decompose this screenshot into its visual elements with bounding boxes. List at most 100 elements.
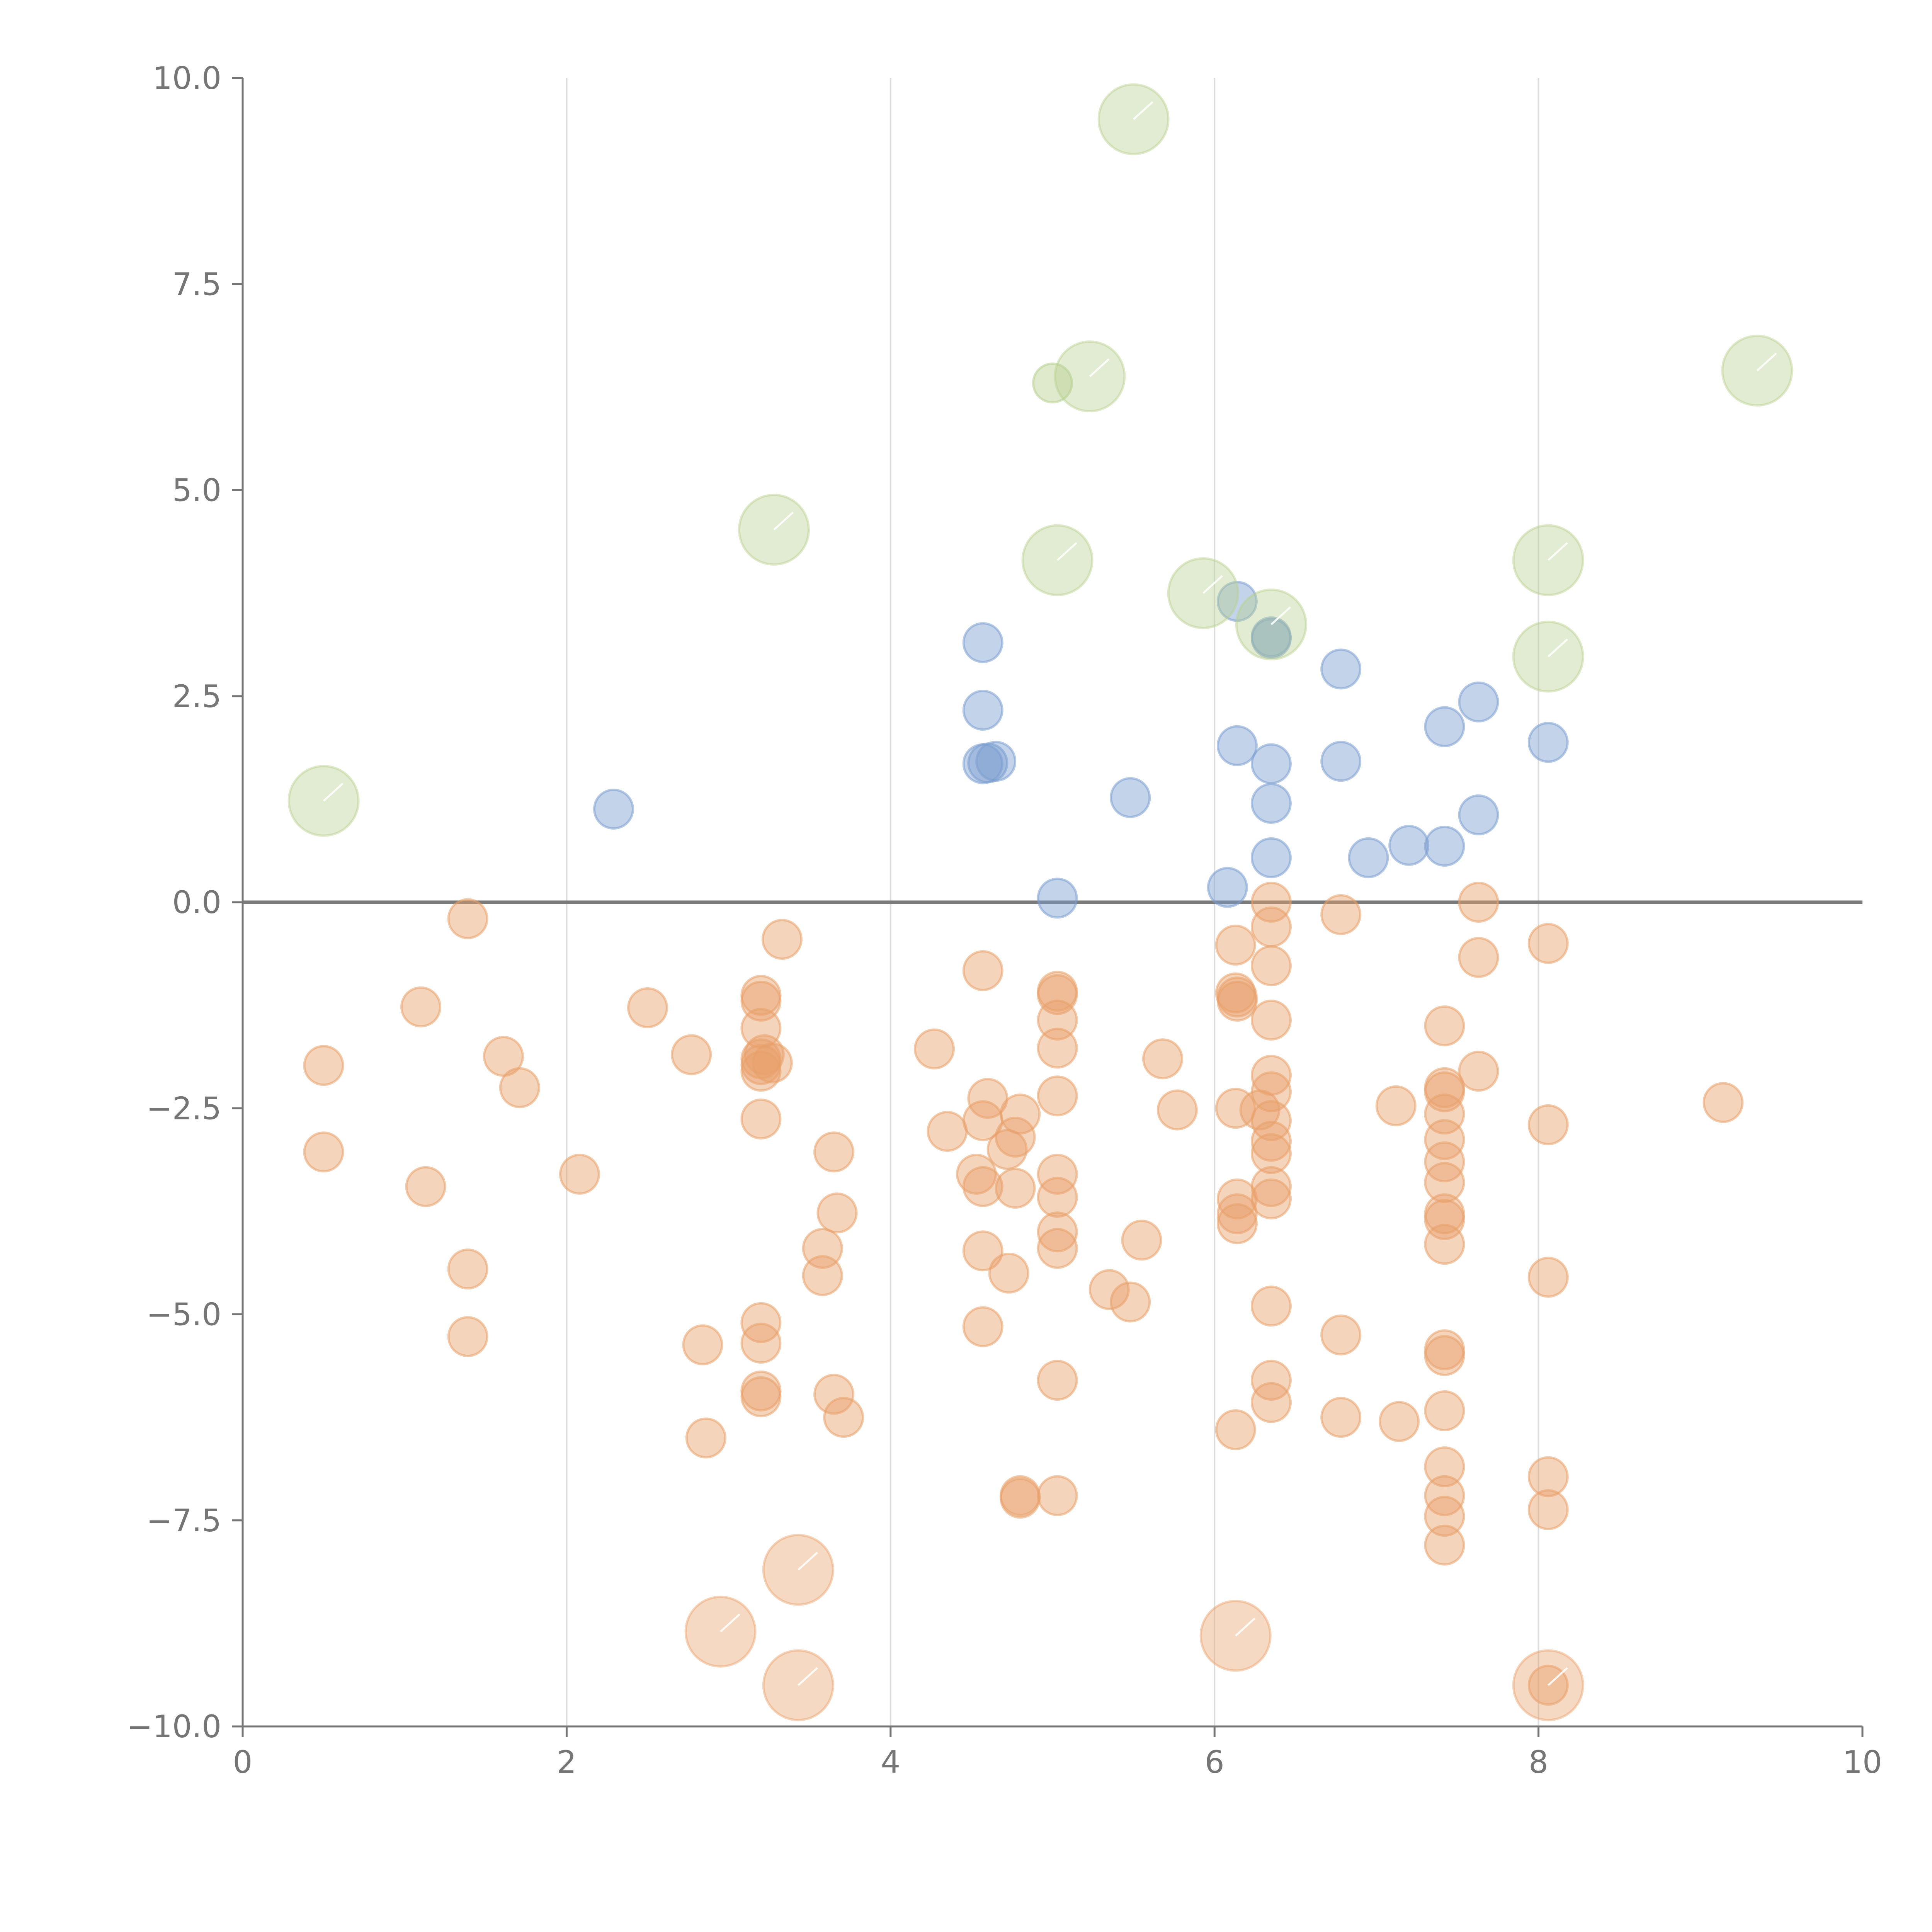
y-axis-ticks: 10.0 7.5 5.0 2.5 0.0 −2.5 −5.0 −7.5 −10.0 <box>127 60 243 1745</box>
point-highlight-large-positive-1 <box>1089 358 1110 377</box>
series-small-positive <box>1032 362 1073 404</box>
point-positive-9 <box>1216 581 1258 622</box>
point-highlight-large-positive-4 <box>1056 542 1077 561</box>
point-positive-0 <box>593 788 634 830</box>
y-tick-label-4: 0.0 <box>172 884 221 920</box>
point-highlight-large-positive-0 <box>1133 101 1153 120</box>
point-positive-16 <box>1320 648 1362 690</box>
point-negative-36 <box>956 1153 997 1195</box>
point-negative-69 <box>1216 980 1258 1022</box>
point-negative-99 <box>1424 1119 1465 1160</box>
point-negative-33 <box>823 1397 864 1438</box>
point-highlight-large-positive-2 <box>1756 352 1777 372</box>
point-highlight-large-negative-0 <box>798 1551 818 1571</box>
point-negative-21 <box>752 1042 793 1083</box>
point-negative-60 <box>1037 1475 1078 1516</box>
point-positive-10 <box>1216 725 1258 766</box>
point-negative-90 <box>1320 894 1362 935</box>
point-negative-77 <box>1250 906 1292 947</box>
x-tick-label-2: 4 <box>881 1744 900 1780</box>
point-negative-10 <box>627 987 668 1029</box>
point-negative-38 <box>962 1166 1003 1207</box>
series-large-positive <box>287 83 1793 837</box>
point-negative-74 <box>1215 1409 1256 1451</box>
x-axis-ticks: 0 2 4 6 8 10 <box>233 1726 1882 1780</box>
point-negative-85 <box>1250 1166 1292 1207</box>
y-tick-label-1: 7.5 <box>172 266 221 302</box>
point-negative-31 <box>816 1192 858 1234</box>
series-negative <box>303 882 1744 1706</box>
y-tick-label-6: −5.0 <box>146 1297 221 1333</box>
point-negative-62 <box>1110 1281 1151 1323</box>
point-negative-47 <box>995 1168 1036 1209</box>
point-negative-20 <box>743 1034 785 1075</box>
point-negative-76 <box>1250 882 1292 923</box>
point-negative-111 <box>1424 1524 1465 1566</box>
point-negative-43 <box>986 1129 1028 1170</box>
x-tick-label-5: 10 <box>1843 1744 1882 1780</box>
point-negative-108 <box>1424 1446 1465 1488</box>
point-negative-73 <box>1216 1203 1258 1244</box>
point-highlight-large-positive-6 <box>1270 606 1291 626</box>
point-highlight-large-positive-5 <box>1202 575 1223 594</box>
point-negative-57 <box>1037 1211 1078 1253</box>
point-negative-37 <box>962 950 1003 992</box>
point-highlight-large-positive-3 <box>773 512 794 531</box>
y-tick-label-7: −7.5 <box>146 1503 221 1539</box>
point-negative-32 <box>813 1374 855 1415</box>
data-points <box>287 83 1793 1721</box>
point-negative-27 <box>761 918 803 960</box>
x-tick-label-1: 2 <box>557 1744 577 1780</box>
point-negative-22 <box>740 1098 782 1139</box>
point-negative-9 <box>559 1153 600 1195</box>
point-negative-93 <box>1375 1085 1417 1126</box>
point-negative-116 <box>1527 1104 1569 1145</box>
x-tick-label-0: 0 <box>233 1744 253 1780</box>
point-positive-19 <box>1388 825 1430 866</box>
point-positive-20 <box>1424 706 1465 747</box>
point-negative-46 <box>988 1252 1029 1294</box>
point-negative-119 <box>1527 1489 1569 1531</box>
point-highlight-large-negative-3 <box>1235 1617 1255 1637</box>
point-negative-24 <box>740 1323 782 1364</box>
point-positive-5 <box>975 741 1017 782</box>
point-negative-103 <box>1424 1199 1465 1240</box>
point-negative-55 <box>1037 1153 1078 1195</box>
point-positive-21 <box>1424 825 1465 867</box>
y-tick-label-2: 5.0 <box>172 473 221 509</box>
point-highlight-large-positive-9 <box>323 782 344 802</box>
point-negative-65 <box>1156 1089 1198 1131</box>
point-negative-115 <box>1527 923 1569 964</box>
point-negative-54 <box>1037 1075 1078 1117</box>
point-positive-7 <box>1110 777 1151 818</box>
point-negative-72 <box>1216 1193 1258 1235</box>
point-negative-88 <box>1250 1360 1292 1401</box>
point-highlight-large-positive-7 <box>1548 542 1568 561</box>
point-negative-121 <box>1702 1082 1744 1123</box>
point-negative-29 <box>802 1255 843 1296</box>
y-tick-label-8: −10.0 <box>127 1709 221 1745</box>
point-small-positive-0 <box>1032 362 1073 404</box>
point-negative-35 <box>927 1111 968 1152</box>
point-highlight-large-negative-1 <box>719 1613 740 1633</box>
point-negative-12 <box>682 1324 723 1366</box>
point-negative-83 <box>1250 1121 1292 1162</box>
point-negative-82 <box>1250 1100 1292 1141</box>
point-highlight-large-negative-4 <box>1548 1667 1568 1686</box>
axes: 0 2 4 6 8 10 10.0 7.5 5.0 2.5 0.0 −2.5 −5.0 −7.5 −10.… <box>127 60 1882 1780</box>
point-negative-13 <box>685 1417 726 1459</box>
point-negative-40 <box>962 1306 1003 1347</box>
point-negative-39 <box>962 1230 1003 1272</box>
point-negative-118 <box>1527 1456 1569 1497</box>
point-large-positive-2 <box>1721 335 1793 407</box>
point-negative-8 <box>499 1067 540 1108</box>
y-tick-label-0: 10.0 <box>153 60 221 96</box>
point-negative-5 <box>447 1248 488 1290</box>
point-positive-6 <box>1037 878 1078 919</box>
point-negative-114 <box>1458 1051 1499 1092</box>
point-negative-26 <box>740 1376 782 1417</box>
series-large-negative <box>684 1534 1584 1721</box>
point-negative-61 <box>1088 1269 1130 1310</box>
point-negative-113 <box>1458 937 1499 978</box>
